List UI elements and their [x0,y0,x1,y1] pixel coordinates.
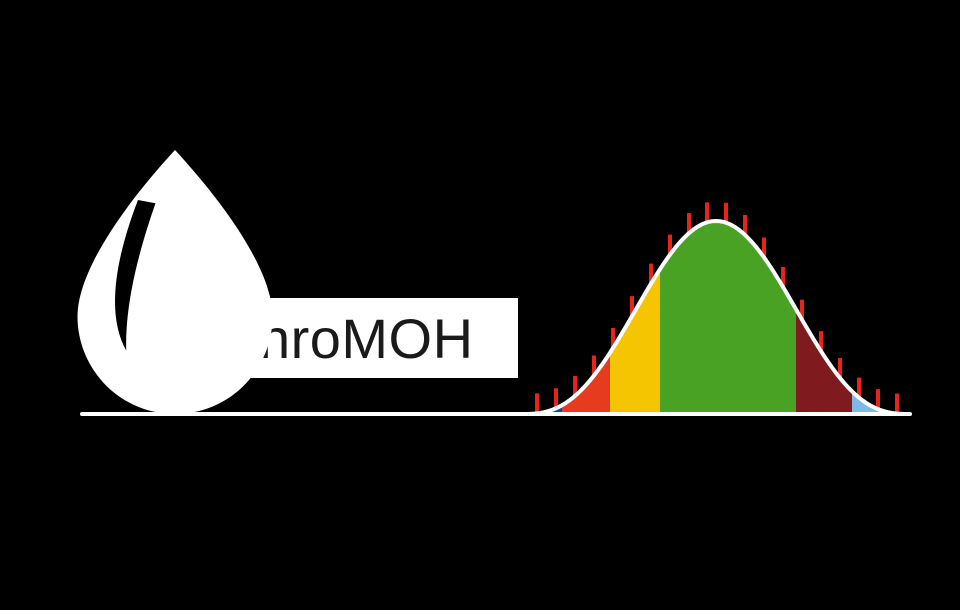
logo-svg [0,0,960,610]
segment-green [660,221,796,414]
logo-stage: ChroMOH [0,0,960,610]
drop-icon [78,150,273,414]
bell-fill-segments [522,221,910,414]
